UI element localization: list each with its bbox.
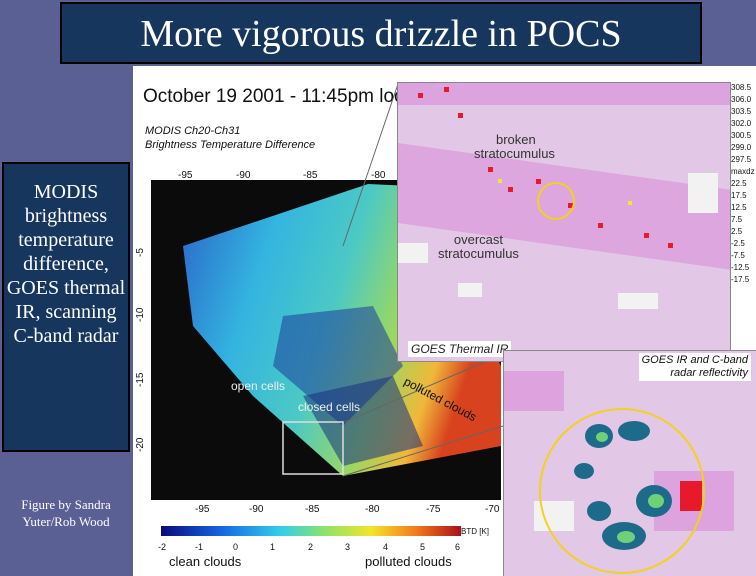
connector-line	[344, 353, 504, 423]
ir-scale-tick: 303.5	[731, 107, 752, 116]
ir-scale-tick: 302.0	[731, 119, 752, 128]
colorbar-tick: -2	[158, 542, 166, 552]
dbz-scale-tick: -12.5	[731, 263, 750, 272]
broken-line2: stratocumulus	[474, 146, 555, 161]
lat-tick: -10	[135, 307, 146, 322]
radar-caption-line1: GOES IR and C-band	[641, 354, 748, 366]
connector-line	[342, 425, 504, 477]
colorbar-tick: 4	[383, 542, 388, 552]
lon-tick: -95	[178, 170, 193, 181]
overcast-line1: overcast	[453, 232, 504, 247]
figure-credit: Figure by Sandra Yuter/Rob Wood	[21, 497, 111, 529]
goes-ir-texture	[398, 83, 730, 309]
lon-tick-bottom: -75	[426, 504, 441, 515]
lon-tick-bottom: -70	[485, 504, 500, 515]
radar-caption: GOES IR and C-band radar reflectivity	[638, 353, 751, 381]
closed-cells-label: closed cells	[298, 400, 360, 414]
lon-tick-bottom: -80	[365, 504, 380, 515]
lon-tick-bottom: -95	[195, 504, 210, 515]
connector-line	[342, 83, 399, 247]
closed-cell-region	[303, 376, 423, 466]
broken-stratocumulus-label: broken stratocumulus	[474, 133, 555, 161]
clean-clouds-label: clean clouds	[169, 554, 242, 569]
composite-figure: October 19 2001 - 11:45pm local MODIS Ch…	[133, 66, 756, 576]
colorbar-tick: 6	[455, 542, 460, 552]
description-text: MODIS brightness temperature difference,…	[6, 181, 126, 347]
lat-tick: -20	[135, 437, 146, 452]
polluted-clouds-bottom-label: polluted clouds	[365, 554, 452, 569]
dbz-scale-tick: -7.5	[731, 251, 745, 260]
dbz-scale-tick: -17.5	[731, 275, 750, 284]
btd-label: BTD [K]	[461, 527, 489, 536]
colorbar-tick: 3	[345, 542, 350, 552]
dbz-scale-tick: 12.5	[731, 203, 747, 212]
lon-tick: -90	[236, 170, 251, 181]
radar-caption-line2: radar reflectivity	[670, 367, 748, 379]
colorbar-tick: 0	[233, 542, 238, 552]
description-box: MODIS brightness temperature difference,…	[2, 162, 130, 452]
broken-line1: broken	[496, 132, 536, 147]
goes-ir-panel: broken stratocumulus overcast stratocumu…	[397, 82, 731, 362]
lon-tick-bottom: -90	[249, 504, 264, 515]
ir-scale-tick: 299.0	[731, 143, 752, 152]
ir-scale-tick: 306.0	[731, 95, 752, 104]
colorbar-tick: 1	[270, 542, 275, 552]
goes-ir-caption: GOES Thermal IR	[408, 341, 512, 357]
scale-column: 308.5 306.0 303.5 302.0 300.5 299.0 297.…	[731, 82, 756, 342]
dbz-scale-tick: 7.5	[731, 215, 743, 224]
overcast-line2: stratocumulus	[438, 246, 519, 261]
lon-tick-bottom: -85	[305, 504, 320, 515]
dbz-scale-tick: -2.5	[731, 239, 745, 248]
colorbar	[161, 526, 461, 536]
ir-scale-tick: 297.5	[731, 155, 752, 164]
slide-title: More vigorous drizzle in POCS	[60, 2, 702, 64]
radar-panel: GOES IR and C-band radar reflectivity	[503, 350, 756, 576]
lon-tick: -85	[303, 170, 318, 181]
colorbar-tick: -1	[195, 542, 203, 552]
dbz-scale-tick: 17.5	[731, 191, 747, 200]
colorbar-tick: 5	[420, 542, 425, 552]
open-cells-label: open cells	[231, 379, 285, 393]
colorbar-tick: 2	[308, 542, 313, 552]
ir-scale-tick: 300.5	[731, 131, 752, 140]
radar-texture	[504, 371, 734, 574]
modis-label: MODIS Ch20-Ch31 Brightness Temperature D…	[145, 124, 315, 152]
dbz-scale-title: maxdz	[731, 167, 755, 176]
modis-line2: Brightness Temperature Difference	[145, 139, 316, 151]
modis-line1: MODIS Ch20-Ch31	[145, 125, 241, 137]
closed-cells-box	[282, 421, 344, 475]
ir-scale-tick: 308.5	[731, 83, 752, 92]
dbz-scale-tick: 22.5	[731, 179, 747, 188]
lat-tick: -15	[135, 372, 146, 387]
lon-tick: -80	[371, 170, 386, 181]
dbz-scale-tick: 2.5	[731, 227, 743, 236]
overcast-stratocumulus-label: overcast stratocumulus	[438, 233, 519, 261]
date-label: October 19 2001 - 11:45pm local	[143, 86, 419, 107]
lat-tick: -5	[135, 248, 146, 257]
